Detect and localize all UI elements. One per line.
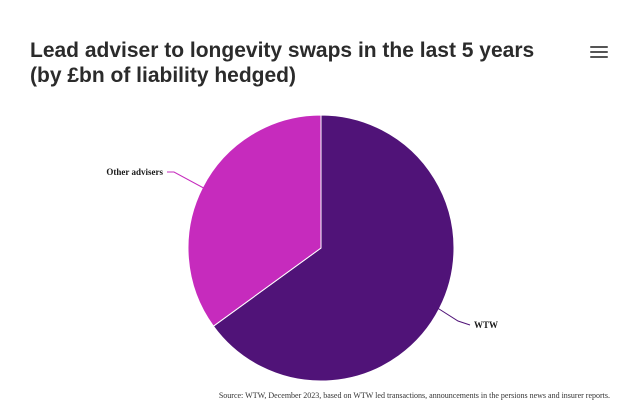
pie-slice-wtw[interactable] [212, 114, 455, 382]
connector-wtw [432, 304, 471, 326]
chart-title-line-1: Lead adviser to longevity swaps in the l… [30, 39, 535, 62]
connector-other-advisers [167, 171, 210, 192]
hamburger-menu-icon[interactable] [590, 46, 608, 62]
chart-title-line-2: (by £bn of liability hedged) [30, 64, 297, 87]
chart-title: Lead adviser to longevity swaps in the l… [30, 38, 590, 88]
slice-label-wtw: WTW [474, 320, 498, 330]
slice-label-other-advisers: Other advisers [106, 167, 163, 177]
source-note: Source: WTW, December 2023, based on WTW… [218, 391, 610, 400]
